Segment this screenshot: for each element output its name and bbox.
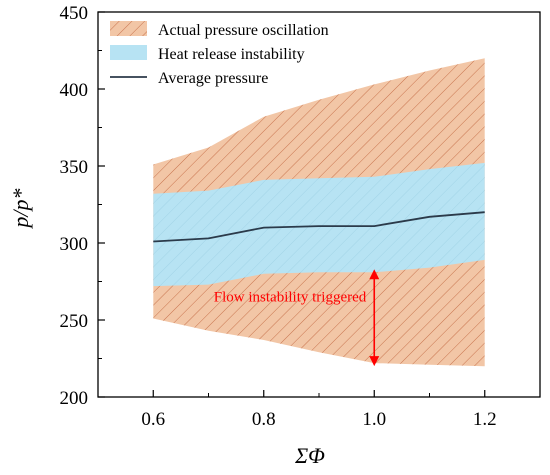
y-tick-label: 250 xyxy=(60,311,89,332)
y-tick-label: 400 xyxy=(60,80,89,101)
x-tick-label: 0.8 xyxy=(252,409,276,430)
legend-swatch-heat-release xyxy=(110,45,147,60)
y-tick-label: 350 xyxy=(60,157,89,178)
x-axis-label: ΣΦ xyxy=(294,443,325,468)
x-tick-label: 1.0 xyxy=(362,409,386,430)
heat-release-band xyxy=(153,162,485,287)
y-tick-label: 300 xyxy=(60,234,89,255)
legend-swatch-oscillation xyxy=(110,21,147,36)
y-tick-label: 450 xyxy=(60,3,89,24)
annotation: Flow instability triggered xyxy=(214,269,380,367)
plot-area xyxy=(153,58,485,367)
x-tick-label: 0.6 xyxy=(141,409,165,430)
legend: Actual pressure oscillation Heat release … xyxy=(110,21,329,87)
annotation-label: Flow instability triggered xyxy=(214,290,367,306)
x-tick-label: 1.2 xyxy=(473,409,497,430)
legend-label: Heat release instability xyxy=(158,46,305,63)
legend-label: Actual pressure oscillation xyxy=(158,22,329,39)
axes: 0.6 0.8 1.0 1.2 200 250 300 350 400 450 xyxy=(60,3,541,430)
y-tick-label: 200 xyxy=(60,388,89,409)
y-axis-label: p/p* xyxy=(8,188,33,229)
legend-label: Average pressure xyxy=(158,70,268,87)
